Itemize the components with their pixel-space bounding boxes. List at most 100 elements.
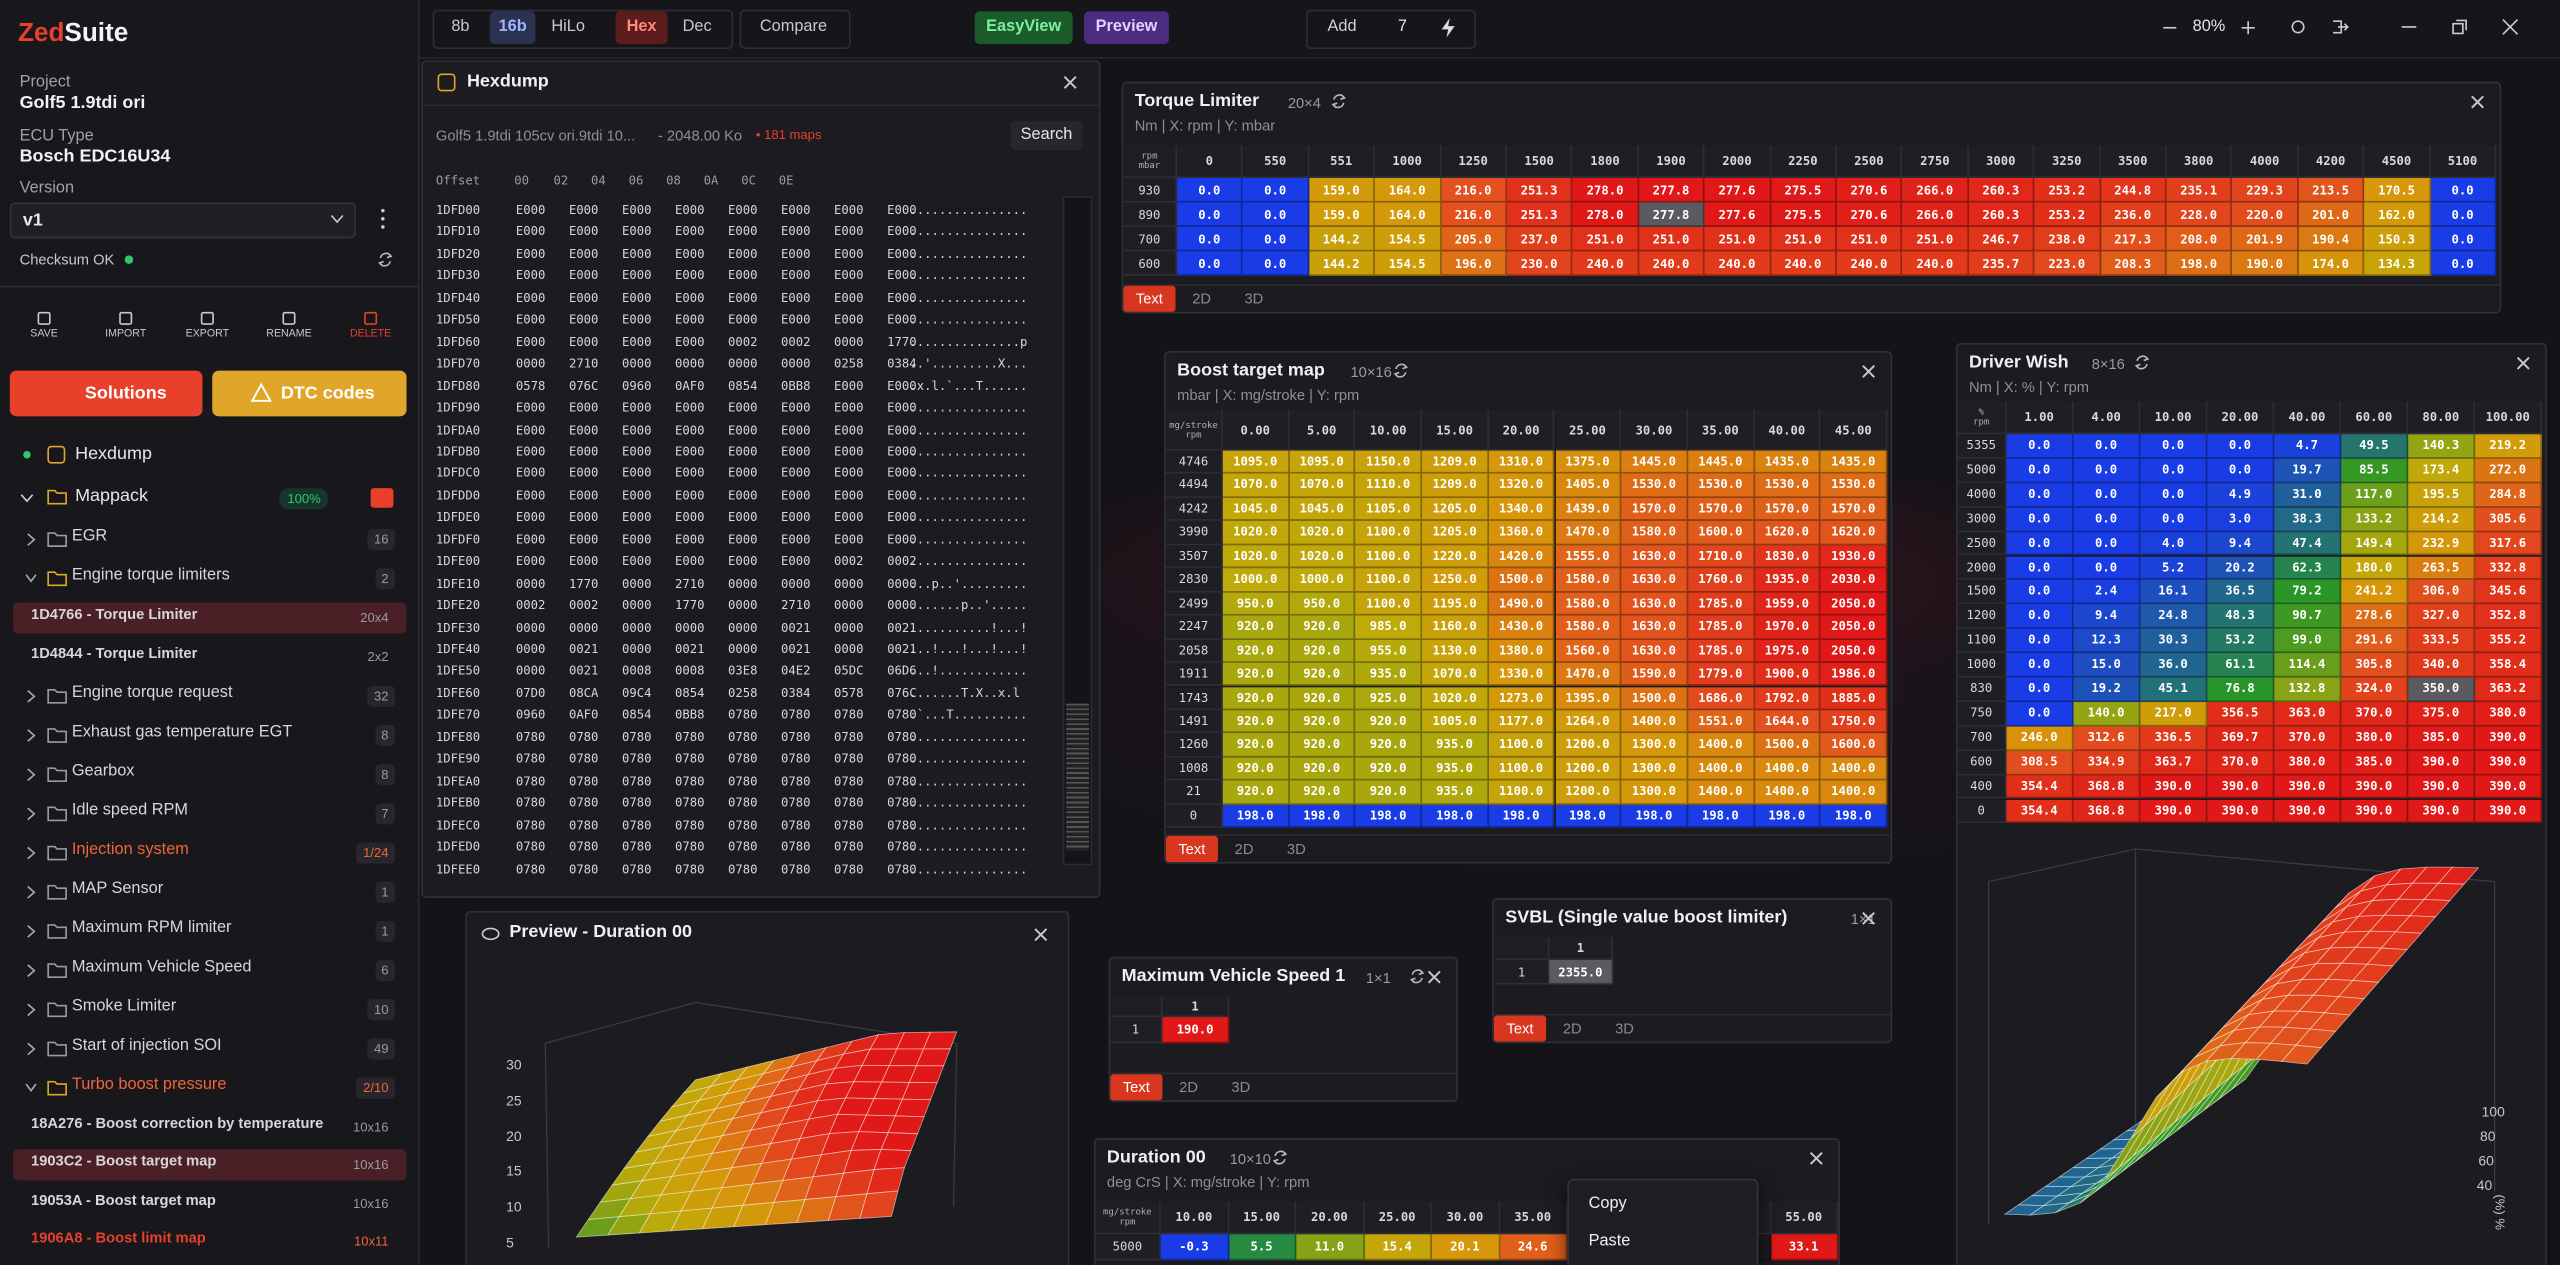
map-cell[interactable]: 251.3 [1506,202,1573,227]
view-tab[interactable]: 3D [1286,840,1306,858]
toolbar-button[interactable]: Dec [682,17,712,36]
map-cell[interactable]: 354.4 [2006,799,2074,824]
view-tab[interactable]: Text [1110,1074,1163,1101]
map-cell[interactable]: 195.5 [2408,482,2476,508]
tree-item[interactable]: Maximum Vehicle Speed [71,958,252,977]
map-cell[interactable]: 272.0 [2475,458,2543,483]
map-cell[interactable]: 24.6 [1499,1234,1568,1261]
map-cell[interactable]: 1375.0 [1555,450,1622,475]
map-cell[interactable]: 1195.0 [1422,592,1489,616]
map-cell[interactable]: 1045.0 [1289,497,1356,522]
tree-item[interactable]: Mappack [75,486,148,507]
map-cell[interactable]: 0.0 [1243,202,1310,227]
map-cell[interactable]: 1209.0 [1422,450,1489,475]
tree-item[interactable]: Turbo boost pressure [71,1075,227,1094]
map-cell[interactable]: 241.2 [2341,580,2409,605]
map-cell[interactable]: 363.0 [2274,701,2342,727]
map-cell[interactable]: 390.0 [2207,799,2275,824]
view-tab[interactable]: 3D [1615,1020,1634,1037]
map-cell[interactable]: 1560.0 [1555,639,1622,663]
map-cell[interactable]: 159.0 [1309,177,1375,203]
map-cell[interactable]: 1630.0 [1621,639,1688,663]
map-cell[interactable]: 20.2 [2207,555,2275,581]
map-cell[interactable]: 214.2 [2408,507,2476,532]
map-cell[interactable]: 33.1 [1770,1234,1839,1261]
map-cell[interactable]: 240.0 [1836,251,1903,276]
map-cell[interactable]: 1020.0 [1289,544,1356,569]
map-cell[interactable]: 1760.0 [1687,568,1755,593]
map-cell[interactable]: 2050.0 [1820,639,1888,663]
map-cell[interactable]: 0.0 [2140,458,2208,483]
map-cell[interactable]: 955.0 [1355,639,1423,663]
view-tab[interactable]: 2D [1562,1020,1582,1037]
map-cell[interactable]: 0.0 [2006,580,2074,605]
map-cell[interactable]: 1750.0 [1820,710,1888,734]
map-cell[interactable]: 1590.0 [1621,662,1688,687]
map-cell[interactable]: 1470.0 [1555,662,1622,687]
close-button[interactable] [2470,95,2485,110]
map-cell[interactable]: 1310.0 [1488,450,1556,475]
map-cell[interactable]: 0.0 [2006,628,2074,654]
map-cell[interactable]: 1785.0 [1687,592,1755,616]
map-cell[interactable]: 1445.0 [1621,450,1688,475]
map-cell[interactable]: 1220.0 [1422,544,1489,569]
map-cell[interactable]: 2030.0 [1820,568,1888,593]
map-cell[interactable]: 1470.0 [1555,521,1622,545]
map-cell[interactable]: 1686.0 [1687,686,1755,711]
map-cell[interactable]: 201.0 [2298,202,2365,227]
map-cell[interactable]: 1095.0 [1289,450,1356,475]
map-cell[interactable]: 1420.0 [1488,544,1556,569]
map-cell[interactable]: 190.0 [1162,1017,1230,1044]
map-cell[interactable]: 16.1 [2140,580,2208,605]
tree-item[interactable]: Maximum RPM limiter [71,919,232,938]
map-cell[interactable]: 0.0 [2140,482,2208,508]
map-cell[interactable]: 390.0 [2475,799,2543,824]
map-cell[interactable]: 0.0 [2006,482,2074,508]
map-cell[interactable]: 358.4 [2475,653,2543,678]
map-cell[interactable]: 1100.0 [1355,544,1423,569]
map-cell[interactable]: 237.0 [1506,226,1573,252]
map-cell[interactable]: 19.2 [2073,677,2141,702]
map-cell[interactable]: 0.0 [2430,202,2497,227]
map-cell[interactable]: 260.3 [1968,202,2035,227]
map-cell[interactable]: 327.0 [2408,604,2476,629]
map-cell[interactable]: 240.0 [1638,251,1705,276]
map-cell[interactable]: 133.2 [2341,507,2409,532]
map-cell[interactable]: 0.0 [2006,458,2074,483]
map-cell[interactable]: 0.0 [2073,482,2141,508]
search-button[interactable]: Search [1010,120,1083,151]
map-cell[interactable]: 1439.0 [1555,497,1622,522]
map-cell[interactable]: 1885.0 [1820,686,1888,711]
map-cell[interactable]: 277.6 [1704,177,1771,203]
map-cell[interactable]: 217.3 [2100,226,2167,252]
map-cell[interactable]: 390.0 [2341,799,2409,824]
map-cell[interactable]: 36.5 [2207,580,2275,605]
map-cell[interactable]: -0.3 [1160,1234,1229,1261]
view-tab[interactable]: Text [1165,835,1218,863]
close-button[interactable] [1861,364,1876,379]
map-cell[interactable]: 0.0 [2140,507,2208,532]
map-cell[interactable]: 208.3 [2100,251,2167,276]
map-cell[interactable]: 190.0 [2232,251,2299,276]
map-cell[interactable]: 9.4 [2207,531,2275,556]
map-cell[interactable]: 390.0 [2207,774,2275,800]
map-cell[interactable]: 1785.0 [1687,639,1755,663]
action-button[interactable]: IMPORT [105,328,147,340]
tree-item[interactable]: Exhaust gas temperature EGT [71,723,293,742]
map-cell[interactable]: 390.0 [2274,774,2342,800]
map-cell[interactable]: 2355.0 [1549,959,1614,985]
map-cell[interactable]: 1200.0 [1555,733,1622,758]
view-tab[interactable]: 3D [1231,1079,1251,1096]
tree-item[interactable]: 1903C2 - Boost target map [31,1152,217,1169]
map-cell[interactable]: 62.3 [2274,555,2342,581]
action-button[interactable]: EXPORT [185,328,230,340]
map-cell[interactable]: 1630.0 [1621,615,1688,640]
map-cell[interactable]: 170.5 [2364,177,2431,203]
map-cell[interactable]: 2.4 [2073,580,2141,605]
map-cell[interactable]: 0.0 [2430,226,2497,252]
map-cell[interactable]: 375.0 [2408,701,2476,727]
map-cell[interactable]: 1430.0 [1488,615,1556,640]
map-cell[interactable]: 1400.0 [1820,780,1888,805]
map-cell[interactable]: 0.0 [2006,677,2074,702]
tree-item[interactable]: 1D4844 - Torque Limiter [31,644,198,662]
